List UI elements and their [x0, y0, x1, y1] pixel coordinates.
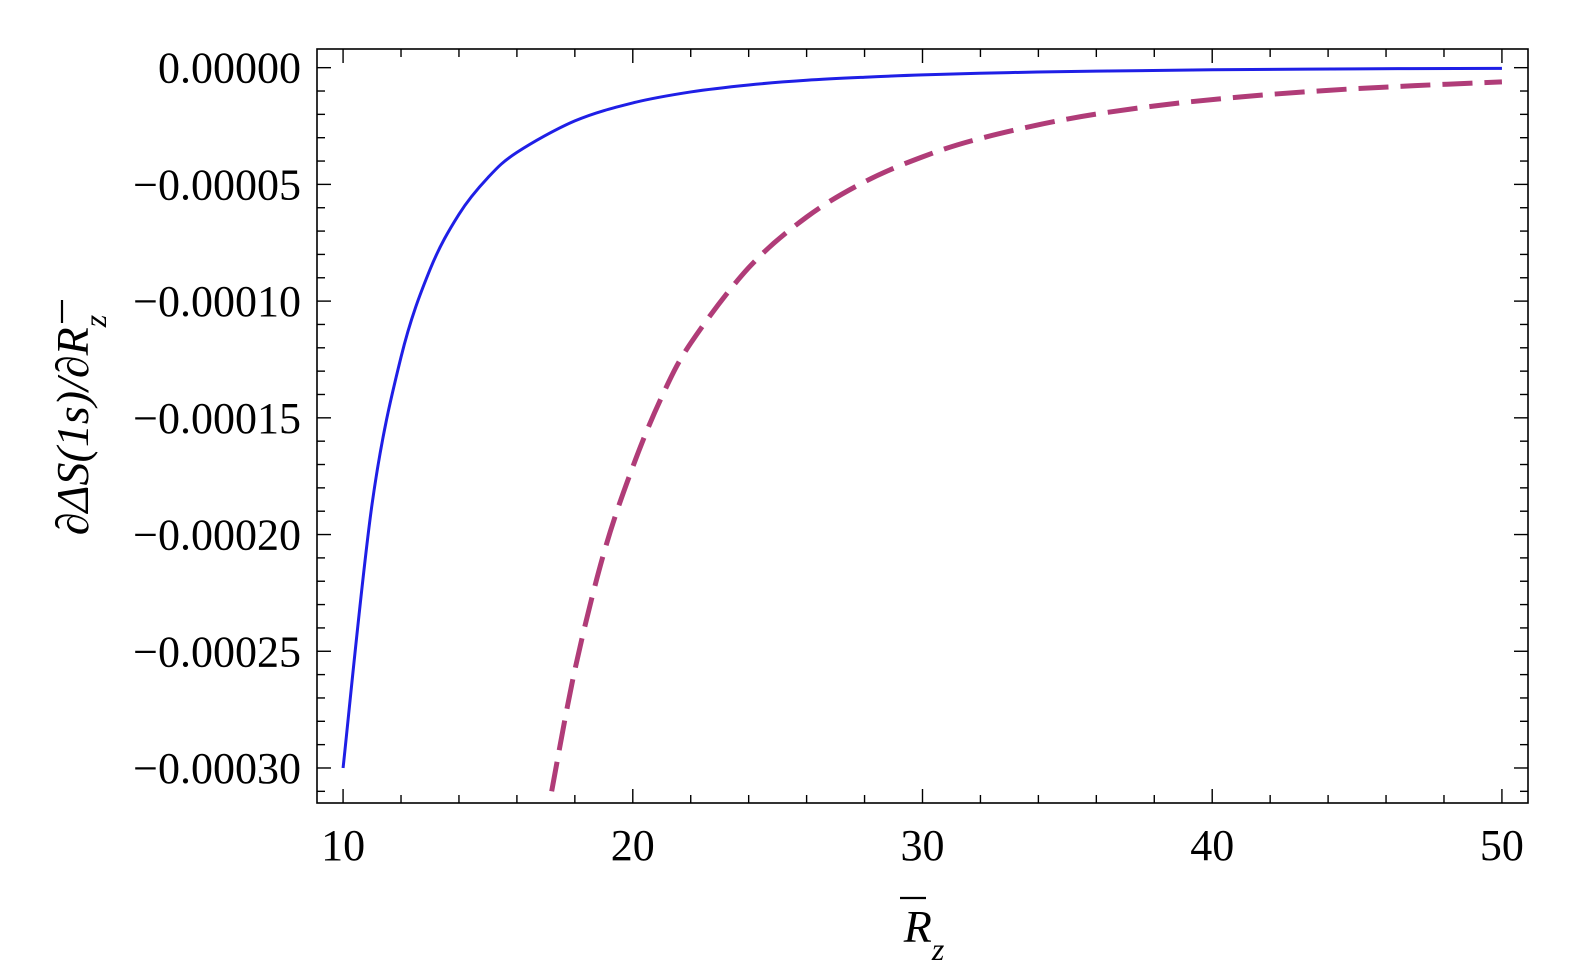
y-tick-label: −0.00025 — [133, 627, 301, 676]
y-tick-label: −0.00020 — [133, 511, 301, 560]
plot-area-border — [316, 48, 1529, 804]
y-axis-title: ∂ΔS(1s)/∂Rz — [47, 314, 113, 535]
x-axis-title: Rz — [903, 901, 945, 967]
series-line-solid — [341, 66, 1502, 769]
x-tick-label: 20 — [611, 821, 655, 870]
y-tick-label: −0.00030 — [133, 744, 301, 793]
series-group — [341, 66, 1503, 792]
x-tick-label: 30 — [901, 821, 945, 870]
y-tick-label: −0.00015 — [133, 394, 301, 443]
y-tick-label: −0.00005 — [133, 160, 301, 209]
x-tick-label: 40 — [1190, 821, 1234, 870]
x-tick-label: 50 — [1480, 821, 1524, 870]
y-tick-label: −0.00010 — [133, 277, 301, 326]
x-tick-label: 10 — [321, 821, 365, 870]
plot-frame — [316, 48, 1529, 804]
series-line-dashed — [549, 79, 1503, 792]
y-tick-label: 0.00000 — [158, 44, 301, 93]
ticks-group — [317, 49, 1528, 803]
tick-labels-group: 10 20 30 40 50 0.00000 −0.00005 −0.00010 −0.0001… — [133, 44, 1524, 870]
